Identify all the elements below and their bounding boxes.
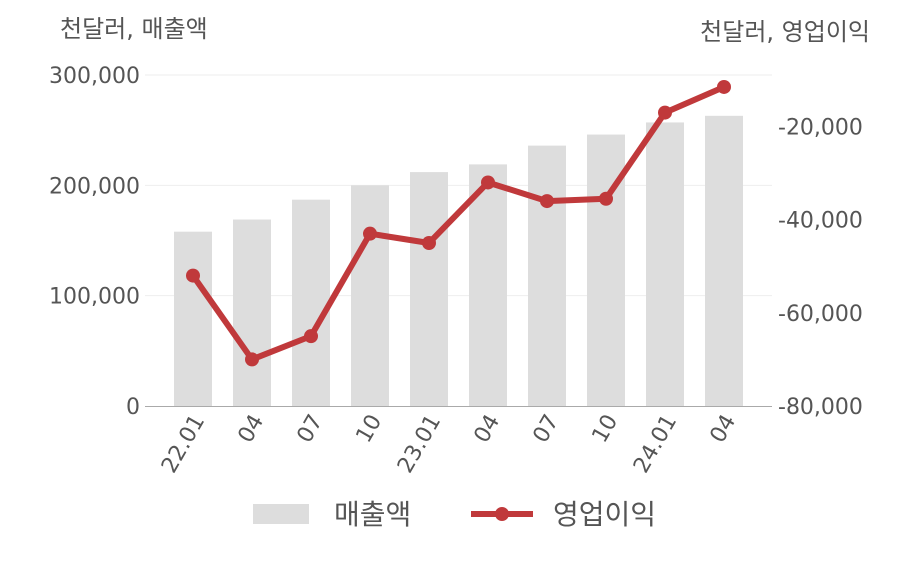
x-tick-label: 04 [470,411,506,448]
line-point [658,105,672,120]
bar [351,185,389,406]
line-point [717,79,731,94]
line-path [190,84,726,363]
legend: 매출액 영업이익 [253,498,656,531]
line-point [422,236,436,250]
left-axis-unit-label: 천달러, 매출액 [60,15,208,43]
x-tick-label: 04 [234,411,270,448]
legend-label-operating-profit: 영업이익 [553,498,656,531]
legend-label-revenue: 매출액 [334,498,411,531]
legend-line-marker [495,507,509,521]
bar [469,164,507,406]
left-tick-label: 300,000 [49,64,140,89]
bar [174,231,212,406]
bar [292,199,330,406]
x-axis-ticks: 22.01 04 07 10 23.01 04 07 10 24.01 04 [157,411,741,478]
x-tick-label: 24.01 [629,411,682,478]
right-tick-label: -40,000 [778,209,863,234]
bar [410,172,448,406]
line-point [540,194,554,209]
bar [233,219,271,406]
x-tick-label: 10 [352,411,388,448]
line-point [481,175,495,190]
right-tick-label: -20,000 [778,116,863,141]
x-tick-label: 23.01 [393,411,446,478]
x-tick-label: 07 [293,411,329,448]
left-tick-label: 200,000 [49,174,140,199]
bar-series [174,115,743,407]
right-tick-label: -80,000 [778,395,863,420]
bar [705,115,743,406]
line-series [186,79,731,367]
x-tick-label: 22.01 [157,411,210,478]
right-axis-ticks: -80,000 -60,000 -40,000 -20,000 [778,116,863,420]
line-point [363,226,377,241]
left-axis-ticks: 0 100,000 200,000 300,000 [49,64,140,420]
right-tick-label: -60,000 [778,302,863,327]
x-tick-label: 10 [588,411,624,448]
left-tick-label: 0 [126,395,140,420]
line-point [304,329,318,344]
bar [528,145,566,406]
bar [646,122,684,407]
line-point [245,352,259,367]
legend-bar-swatch [253,504,309,524]
line-point [186,268,200,283]
left-tick-label: 100,000 [49,285,140,310]
x-tick-label: 07 [529,411,565,448]
line-point [599,191,613,206]
x-tick-label: 04 [706,411,742,448]
right-axis-unit-label: 천달러, 영업이익 [700,18,870,46]
